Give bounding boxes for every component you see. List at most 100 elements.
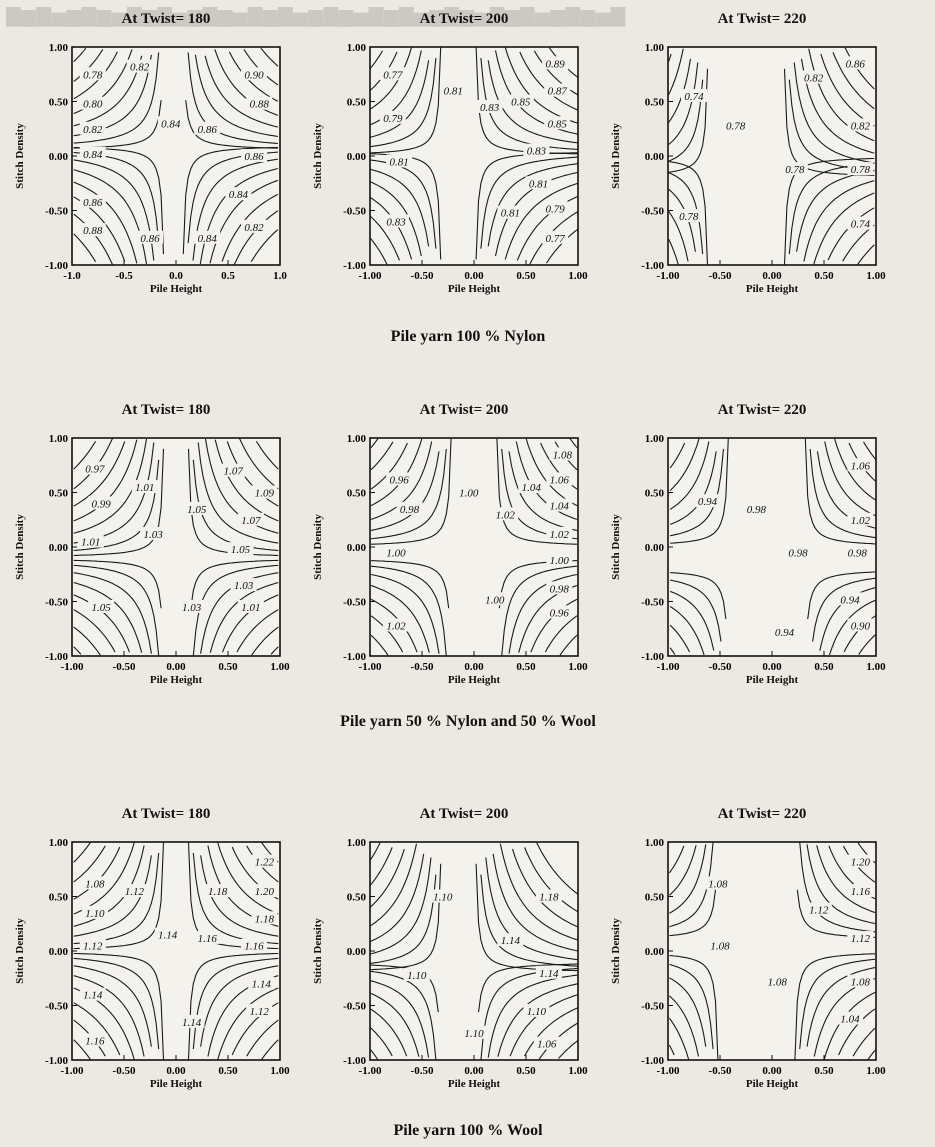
contour-label-bg	[131, 480, 158, 494]
contour-label: 1.02	[386, 620, 406, 632]
contour-label-bg	[79, 146, 106, 160]
contour-line	[858, 634, 877, 655]
contour-label-bg	[681, 89, 707, 103]
contour-label-bg	[847, 512, 874, 526]
x-axis-label: Pile Height	[745, 674, 799, 686]
contour-label: 1.08	[553, 449, 573, 461]
contour-label: 0.79	[545, 203, 565, 215]
contour-label: 0.90	[244, 69, 264, 81]
contour-line	[255, 441, 279, 470]
contour-label-bg	[79, 223, 106, 237]
contour-label-bg	[194, 121, 221, 135]
row-caption-nylon-wool: Pile yarn 50 % Nylon and 50 % Wool	[340, 713, 596, 730]
y-tick-label: 0.00	[645, 946, 665, 958]
contour-label-bg	[805, 902, 832, 916]
contour-label: 0.82	[851, 120, 871, 132]
contour-label: 1.10	[85, 908, 105, 920]
contour-label: 0.74	[684, 91, 704, 103]
y-tick-label: 1.00	[645, 837, 665, 849]
contour-label: 1.05	[231, 544, 251, 556]
contour-label-bg	[481, 592, 508, 606]
x-tick-label: 0.50	[516, 661, 536, 673]
contour-label: 1.10	[407, 970, 427, 982]
contour-plot: 1.10 1.18 1.14 1.14 1.10 1.10 1.10 1.06 1.00 0.50…	[343, 837, 588, 1077]
contour-label-bg	[88, 599, 115, 613]
contour-label-bg	[81, 876, 108, 890]
contour-label-bg	[77, 534, 104, 548]
contour-label: 1.08	[708, 878, 728, 890]
contour-label-bg	[227, 542, 254, 556]
contour-label: 0.78	[785, 164, 805, 176]
contour-label: 1.12	[851, 933, 871, 945]
contour-label: 1.10	[527, 1006, 547, 1018]
y-tick-label: 0.00	[49, 946, 69, 958]
contour-line	[200, 965, 279, 1047]
x-tick-label: 0.50	[814, 270, 834, 282]
contour-label-bg	[79, 938, 106, 952]
contour-label-bg	[140, 526, 167, 540]
contour-line	[669, 845, 697, 896]
contour-label: 0.78	[726, 120, 746, 132]
contour-label: 0.81	[501, 208, 520, 220]
contour-label-bg	[546, 472, 573, 486]
contour-label: 0.82	[244, 222, 264, 234]
contour-label-bg	[79, 67, 106, 81]
contour-label: 1.08	[710, 941, 730, 953]
panel-title: At Twist= 220	[717, 806, 807, 822]
x-tick-label: 1.00	[866, 661, 886, 673]
contour-label: 1.14	[83, 990, 103, 1002]
y-axis-label: Stitch Density	[14, 123, 26, 189]
contour-line	[669, 954, 719, 1061]
contour-label: 1.03	[143, 529, 163, 541]
x-tick-label: 0.00	[762, 661, 782, 673]
contour-label: 0.85	[548, 118, 568, 130]
contour-label: 1.14	[158, 930, 178, 942]
y-tick-label: -0.50	[45, 1001, 68, 1013]
contour-label: 1.08	[85, 878, 105, 890]
contour-line	[806, 967, 876, 1047]
contour-line	[670, 437, 729, 544]
contour-label: 0.94	[840, 594, 860, 606]
contour-label: 1.04	[550, 501, 570, 513]
contour-label-bg	[137, 230, 163, 244]
y-axis-label: Stitch Density	[610, 918, 622, 984]
contour-line	[369, 1027, 393, 1057]
x-tick-label: -1.00	[359, 270, 382, 282]
contour-line	[204, 55, 279, 128]
contour-line	[370, 159, 437, 249]
contour-label-bg	[251, 854, 278, 868]
contour-line	[668, 211, 689, 262]
y-tick-label: -0.50	[45, 597, 68, 609]
y-tick-label: 0.50	[49, 892, 69, 904]
contour-label: 1.22	[255, 857, 275, 869]
y-axis-label: Stitch Density	[14, 514, 26, 580]
contour-line	[369, 215, 401, 261]
contour-label-bg	[546, 498, 573, 512]
contour-label: 0.98	[747, 504, 767, 516]
contour-label-bg	[251, 911, 278, 925]
y-tick-label: -1.00	[343, 651, 366, 663]
contour-label-bg	[800, 70, 827, 84]
panel-title: At Twist= 180	[121, 402, 211, 418]
contour-label-bg	[497, 933, 524, 947]
x-axis-label: Pile Height	[745, 1078, 799, 1090]
contour-line	[369, 847, 393, 886]
y-tick-label: 1.00	[49, 837, 69, 849]
contour-line	[529, 211, 579, 266]
contour-line	[209, 582, 279, 653]
contour-line	[370, 448, 447, 540]
contour-label: 0.94	[775, 627, 795, 639]
contour-label: 1.02	[851, 515, 871, 527]
contour-line	[668, 79, 704, 162]
contour-label: 1.05	[187, 504, 207, 516]
contour-label: 1.06	[851, 460, 871, 472]
contour-line	[73, 47, 87, 63]
y-tick-label: 1.00	[49, 433, 69, 445]
contour-line	[370, 441, 394, 471]
contour-label-bg	[88, 496, 115, 510]
contour-label-bg	[771, 625, 798, 639]
contour-line	[544, 615, 578, 653]
contour-label-bg	[847, 854, 874, 868]
contour-label-bg	[542, 201, 569, 215]
